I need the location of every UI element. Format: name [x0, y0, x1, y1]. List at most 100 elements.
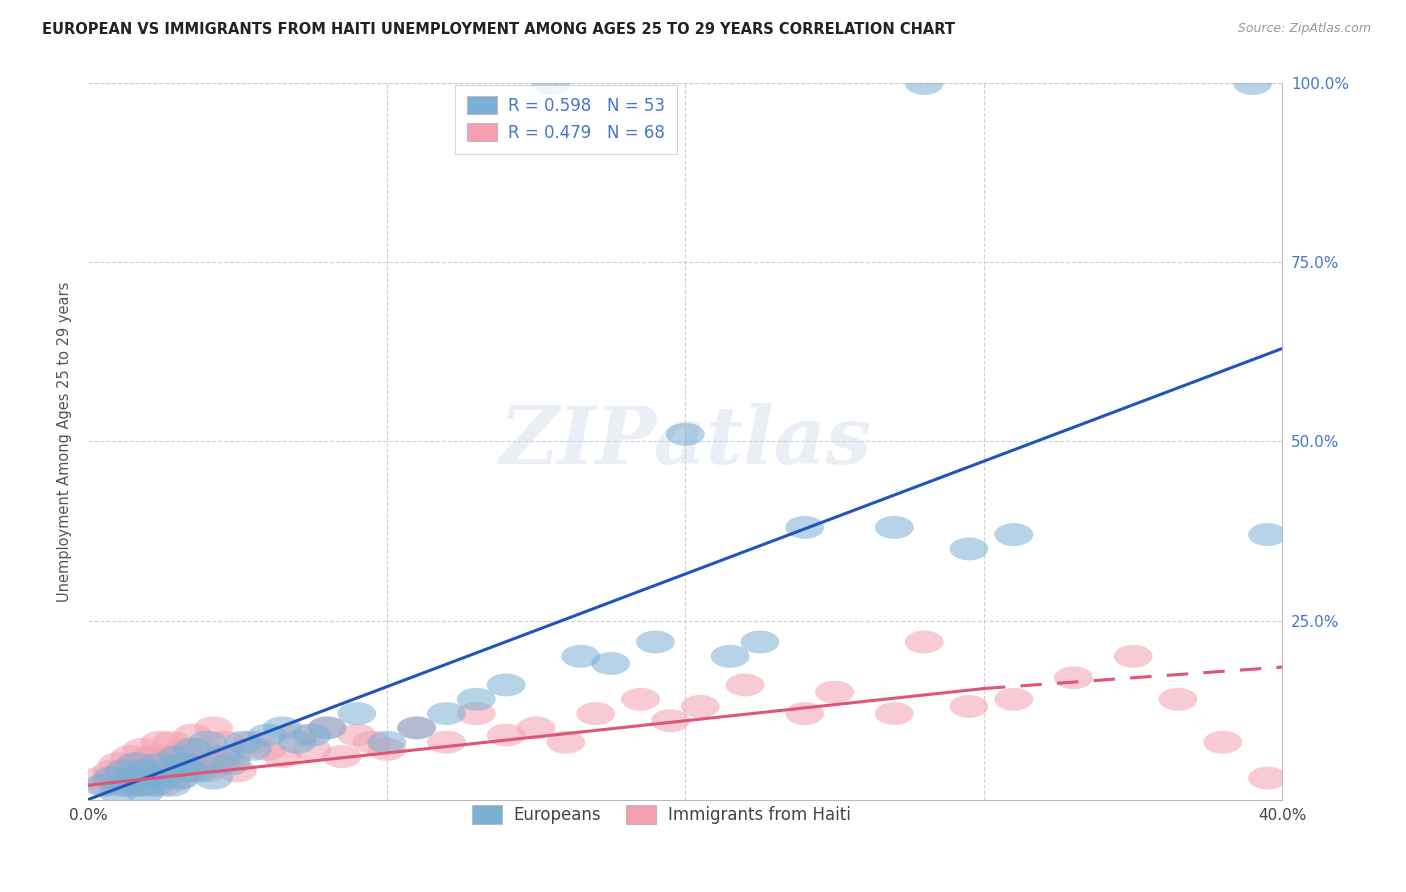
Ellipse shape [666, 423, 704, 446]
Legend: Europeans, Immigrants from Haiti: Europeans, Immigrants from Haiti [463, 796, 860, 834]
Ellipse shape [725, 673, 765, 697]
Ellipse shape [128, 759, 167, 782]
Ellipse shape [131, 745, 170, 768]
Ellipse shape [122, 738, 162, 761]
Ellipse shape [179, 759, 218, 782]
Ellipse shape [621, 688, 659, 711]
Ellipse shape [183, 738, 221, 761]
Text: ZIPatlas: ZIPatlas [499, 402, 872, 480]
Ellipse shape [149, 759, 188, 782]
Ellipse shape [87, 773, 125, 797]
Ellipse shape [1204, 731, 1241, 754]
Ellipse shape [233, 731, 271, 754]
Ellipse shape [143, 773, 183, 797]
Ellipse shape [786, 516, 824, 539]
Ellipse shape [170, 759, 209, 782]
Ellipse shape [233, 738, 271, 761]
Ellipse shape [108, 773, 146, 797]
Ellipse shape [278, 723, 316, 747]
Ellipse shape [994, 523, 1033, 546]
Ellipse shape [202, 745, 242, 768]
Ellipse shape [576, 702, 616, 725]
Ellipse shape [165, 752, 202, 775]
Ellipse shape [1114, 645, 1153, 668]
Ellipse shape [1054, 666, 1092, 690]
Ellipse shape [125, 780, 165, 804]
Ellipse shape [104, 759, 143, 782]
Ellipse shape [367, 731, 406, 754]
Ellipse shape [162, 752, 200, 775]
Ellipse shape [292, 738, 332, 761]
Ellipse shape [1233, 72, 1272, 95]
Ellipse shape [1159, 688, 1198, 711]
Ellipse shape [173, 723, 212, 747]
Ellipse shape [592, 652, 630, 675]
Ellipse shape [308, 716, 346, 739]
Ellipse shape [949, 695, 988, 718]
Ellipse shape [146, 759, 186, 782]
Ellipse shape [651, 709, 690, 732]
Text: Source: ZipAtlas.com: Source: ZipAtlas.com [1237, 22, 1371, 36]
Ellipse shape [194, 766, 233, 789]
Ellipse shape [905, 72, 943, 95]
Ellipse shape [247, 723, 287, 747]
Ellipse shape [1249, 766, 1286, 789]
Ellipse shape [457, 688, 496, 711]
Ellipse shape [636, 631, 675, 654]
Ellipse shape [152, 731, 191, 754]
Ellipse shape [263, 716, 302, 739]
Ellipse shape [218, 759, 257, 782]
Ellipse shape [104, 759, 143, 782]
Ellipse shape [98, 780, 138, 804]
Ellipse shape [125, 773, 165, 797]
Ellipse shape [165, 738, 202, 761]
Ellipse shape [710, 645, 749, 668]
Ellipse shape [815, 681, 853, 704]
Ellipse shape [173, 738, 212, 761]
Ellipse shape [114, 766, 152, 789]
Ellipse shape [114, 773, 152, 797]
Ellipse shape [875, 516, 914, 539]
Ellipse shape [143, 766, 183, 789]
Ellipse shape [207, 731, 245, 754]
Ellipse shape [111, 745, 149, 768]
Ellipse shape [162, 766, 200, 789]
Ellipse shape [212, 745, 250, 768]
Ellipse shape [84, 773, 122, 797]
Text: EUROPEAN VS IMMIGRANTS FROM HAITI UNEMPLOYMENT AMONG AGES 25 TO 29 YEARS CORRELA: EUROPEAN VS IMMIGRANTS FROM HAITI UNEMPL… [42, 22, 955, 37]
Ellipse shape [117, 752, 155, 775]
Ellipse shape [138, 752, 176, 775]
Ellipse shape [292, 723, 332, 747]
Ellipse shape [486, 673, 526, 697]
Ellipse shape [949, 538, 988, 560]
Ellipse shape [561, 645, 600, 668]
Ellipse shape [108, 766, 146, 789]
Ellipse shape [308, 716, 346, 739]
Ellipse shape [786, 702, 824, 725]
Ellipse shape [120, 773, 159, 797]
Ellipse shape [353, 731, 391, 754]
Ellipse shape [170, 759, 209, 782]
Ellipse shape [875, 702, 914, 725]
Ellipse shape [1249, 523, 1286, 546]
Ellipse shape [681, 695, 720, 718]
Ellipse shape [367, 738, 406, 761]
Ellipse shape [247, 738, 287, 761]
Ellipse shape [427, 731, 465, 754]
Ellipse shape [93, 759, 131, 782]
Ellipse shape [141, 752, 179, 775]
Ellipse shape [159, 766, 197, 789]
Ellipse shape [396, 716, 436, 739]
Y-axis label: Unemployment Among Ages 25 to 29 years: Unemployment Among Ages 25 to 29 years [58, 281, 72, 602]
Ellipse shape [457, 702, 496, 725]
Ellipse shape [516, 716, 555, 739]
Ellipse shape [152, 773, 191, 797]
Ellipse shape [98, 752, 138, 775]
Ellipse shape [278, 731, 316, 754]
Ellipse shape [122, 759, 162, 782]
Ellipse shape [93, 766, 131, 789]
Ellipse shape [337, 723, 377, 747]
Ellipse shape [741, 631, 779, 654]
Ellipse shape [188, 731, 226, 754]
Ellipse shape [486, 723, 526, 747]
